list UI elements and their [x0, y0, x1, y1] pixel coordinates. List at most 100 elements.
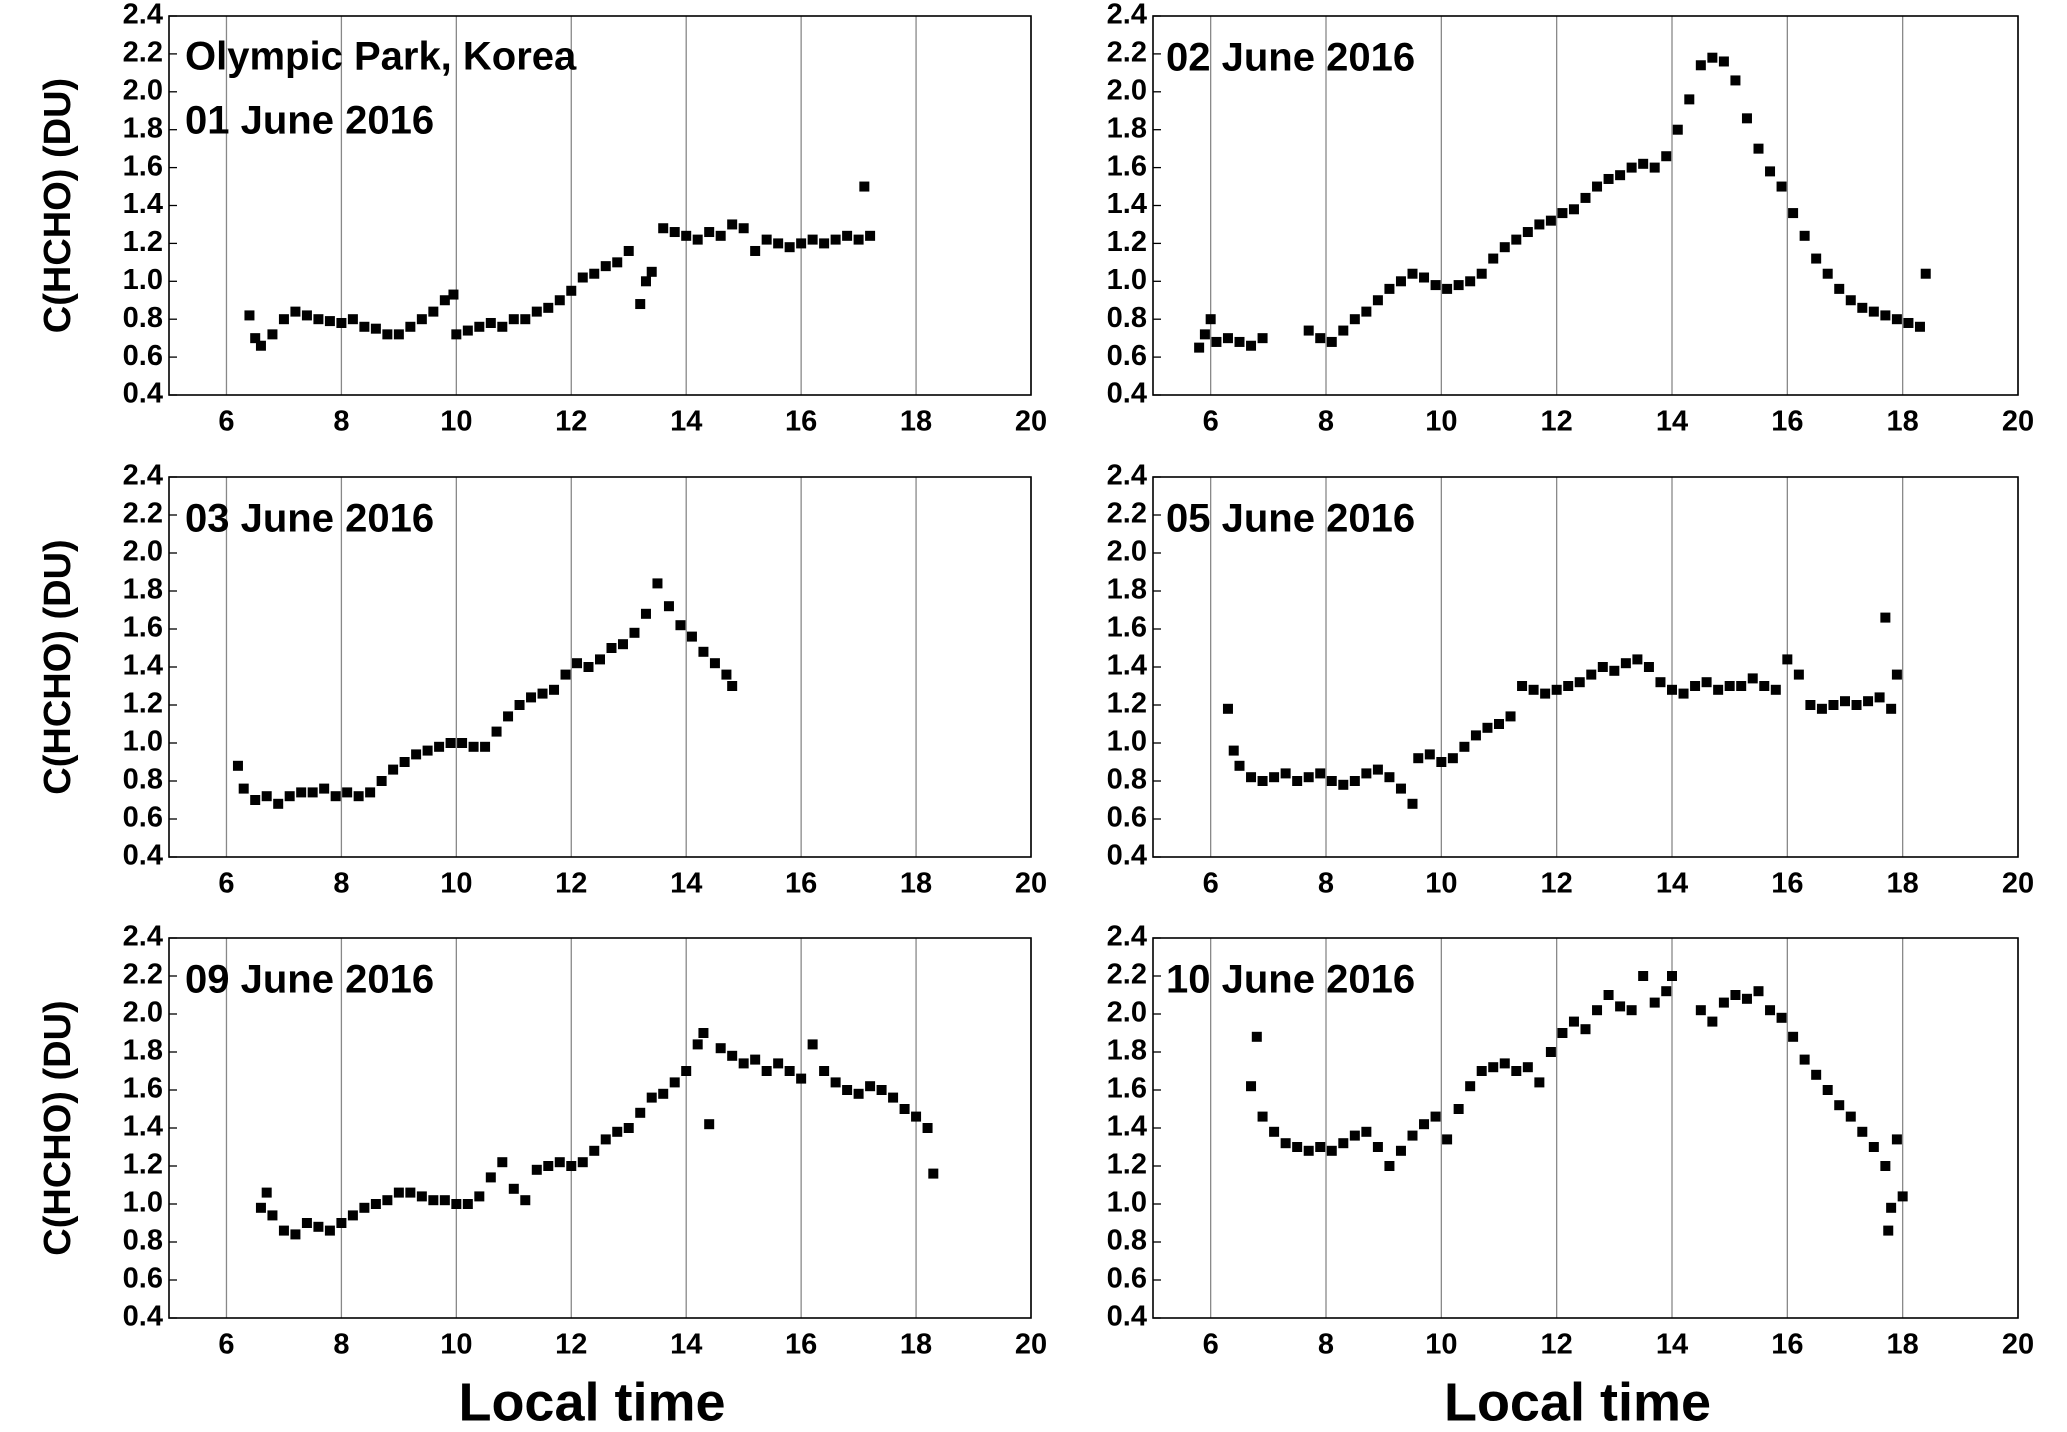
marker — [698, 1028, 709, 1038]
marker — [376, 776, 387, 786]
marker — [382, 329, 393, 340]
x-tick-label: 16 — [1771, 868, 1803, 900]
marker — [1799, 230, 1810, 241]
marker — [1695, 60, 1706, 71]
marker — [278, 1225, 289, 1236]
marker — [675, 620, 686, 631]
marker — [1805, 700, 1816, 710]
y-tick-label: 1.6 — [123, 1073, 163, 1105]
marker — [238, 783, 249, 794]
marker — [859, 181, 870, 192]
y-tick-label: 2.4 — [123, 460, 163, 492]
marker — [1811, 253, 1822, 264]
marker — [1822, 1085, 1833, 1095]
marker — [646, 266, 657, 277]
marker — [261, 1187, 272, 1198]
marker — [629, 627, 640, 638]
y-tick-label: 0.6 — [123, 802, 163, 834]
marker — [1649, 997, 1660, 1008]
y-tick-label: 1.0 — [123, 726, 163, 758]
marker — [422, 745, 433, 756]
marker — [1476, 1066, 1487, 1076]
marker — [1568, 204, 1579, 215]
marker — [784, 1066, 795, 1076]
marker — [485, 317, 496, 328]
marker — [1194, 342, 1205, 353]
x-tick-label: 10 — [1425, 1329, 1457, 1361]
marker — [273, 798, 284, 809]
marker — [531, 306, 542, 317]
y-tick-label: 1.0 — [1107, 726, 1147, 758]
marker — [784, 242, 795, 253]
marker — [1707, 1016, 1718, 1027]
marker — [1338, 1138, 1349, 1149]
marker — [393, 329, 404, 340]
marker — [416, 314, 427, 325]
y-tick-label: 0.6 — [1107, 802, 1147, 834]
marker — [1499, 1058, 1510, 1069]
marker — [342, 787, 353, 798]
marker — [474, 321, 485, 332]
marker — [439, 1195, 450, 1206]
marker — [1736, 681, 1747, 691]
marker — [1528, 684, 1539, 695]
y-axis-label: C(HCHO) (DU) — [37, 1000, 79, 1255]
marker — [1453, 280, 1464, 291]
marker — [416, 1191, 427, 1202]
marker — [727, 681, 738, 691]
marker — [1574, 677, 1585, 688]
marker — [704, 227, 715, 238]
marker — [796, 238, 807, 249]
marker — [1863, 696, 1874, 707]
marker — [457, 738, 468, 748]
y-tick-label: 1.4 — [123, 650, 163, 682]
marker — [681, 1066, 692, 1076]
marker — [715, 230, 726, 241]
marker — [1718, 997, 1729, 1008]
y-tick-label: 2.4 — [123, 0, 163, 31]
marker — [1246, 772, 1257, 783]
x-tick-label: 6 — [218, 406, 234, 438]
marker — [1459, 741, 1470, 752]
marker — [1661, 986, 1672, 997]
marker — [1251, 1031, 1262, 1042]
marker — [554, 1157, 565, 1168]
marker — [1407, 1130, 1418, 1141]
marker — [635, 1107, 646, 1118]
y-tick-label: 2.0 — [1107, 74, 1147, 106]
x-tick-label: 20 — [2002, 1329, 2034, 1361]
marker — [1868, 1142, 1879, 1152]
marker — [1465, 1081, 1476, 1092]
marker — [1563, 681, 1574, 691]
x-tick-label: 10 — [1425, 406, 1457, 438]
marker — [566, 285, 577, 296]
x-tick-label: 20 — [1015, 1329, 1047, 1361]
x-tick-label: 16 — [785, 1329, 817, 1361]
marker — [1834, 1100, 1845, 1111]
marker — [1222, 703, 1233, 714]
marker — [336, 317, 347, 328]
marker — [807, 234, 818, 245]
marker — [796, 1073, 807, 1084]
marker — [1384, 283, 1395, 294]
marker — [290, 1229, 301, 1240]
marker — [1372, 764, 1383, 775]
marker — [589, 268, 600, 279]
marker — [1816, 703, 1827, 714]
x-tick-label: 6 — [1203, 1329, 1219, 1361]
marker — [250, 333, 261, 344]
x-tick-label: 8 — [1318, 868, 1334, 900]
marker — [686, 631, 697, 642]
marker — [652, 578, 663, 589]
x-tick-label: 20 — [2002, 406, 2034, 438]
marker — [1395, 1145, 1406, 1156]
marker — [1269, 1126, 1280, 1137]
marker — [721, 669, 732, 680]
marker — [876, 1085, 887, 1095]
marker — [1551, 684, 1562, 695]
y-tick-label: 0.8 — [1107, 1225, 1147, 1257]
marker — [284, 791, 295, 802]
marker — [1361, 1126, 1372, 1137]
marker — [290, 306, 301, 317]
marker — [1776, 181, 1787, 192]
